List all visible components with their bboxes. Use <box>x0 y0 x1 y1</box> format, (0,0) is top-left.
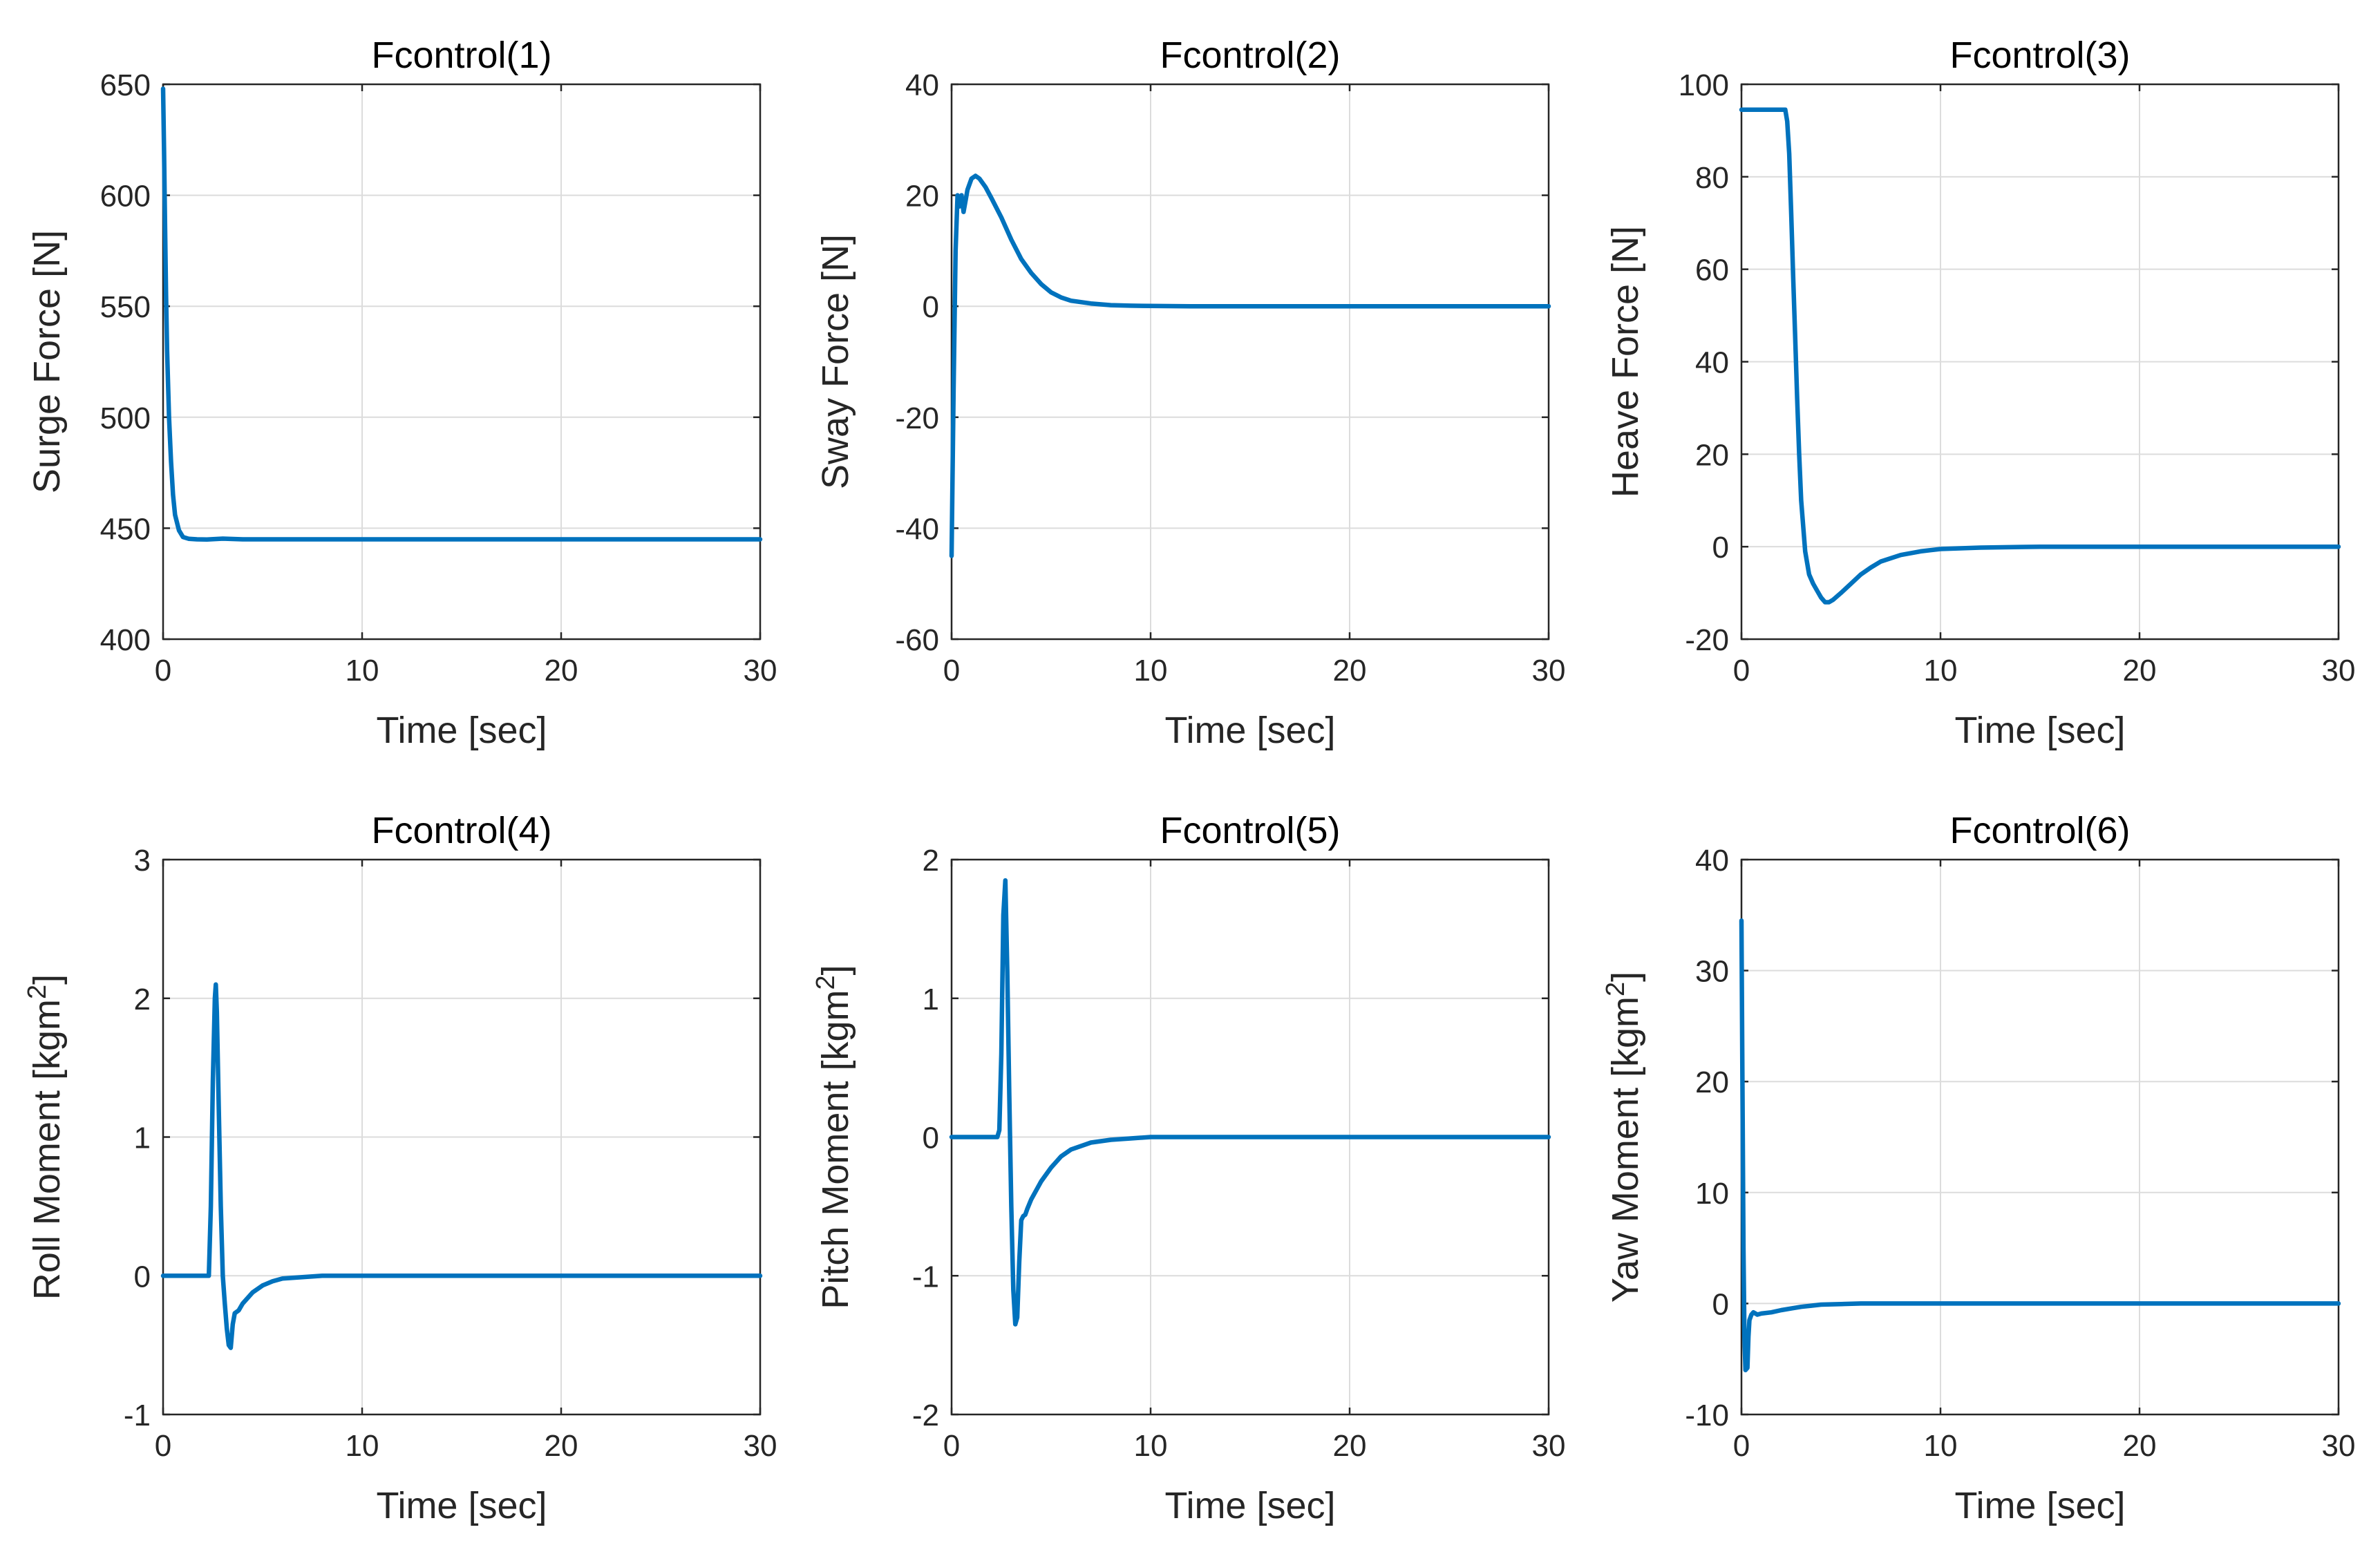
y-tick-label: 0 <box>1712 1287 1729 1321</box>
y-tick-label: 2 <box>134 983 151 1016</box>
y-tick-label: 40 <box>1695 346 1729 380</box>
y-tick-label: 1 <box>134 1121 151 1155</box>
axes-box <box>1740 858 2340 1416</box>
axes-box <box>162 83 762 641</box>
x-tick-label: 10 <box>1924 654 1958 688</box>
x-axis-label: Time [sec] <box>1954 710 2125 751</box>
plot-title: Fcontrol(6) <box>1949 810 2130 851</box>
x-tick-label: 0 <box>155 1429 171 1463</box>
y-tick-label: 500 <box>100 401 151 435</box>
subplot-5: 0 10 20 30 -2 -1 0 1 2 Fcontrol(5) Time [sec] Pitch… <box>811 810 1565 1526</box>
plot-title: Fcontrol(4) <box>371 810 551 851</box>
plot-title: Fcontrol(2) <box>1160 35 1340 76</box>
y-axis-label: Sway Force [N] <box>815 234 856 489</box>
x-tick-label: 20 <box>2123 1429 2157 1463</box>
y-tick-label: -20 <box>895 401 939 435</box>
y-tick-label: -20 <box>1685 623 1729 657</box>
x-tick-label: 30 <box>2322 654 2356 688</box>
plot-title: Fcontrol(1) <box>371 35 551 76</box>
x-axis-label: Time [sec] <box>376 1485 547 1526</box>
x-tick-label: 10 <box>1924 1429 1958 1463</box>
y-tick-label: 550 <box>100 290 151 324</box>
y-tick-label: 650 <box>100 68 151 102</box>
x-tick-label: 30 <box>1532 654 1566 688</box>
y-tick-label: 60 <box>1695 254 1729 287</box>
y-tick-label: 20 <box>905 180 939 214</box>
series-line <box>1739 918 2341 1373</box>
x-tick-label: 0 <box>1733 654 1750 688</box>
y-tick-label: 0 <box>134 1260 151 1294</box>
y-axis-label: Heave Force [N] <box>1605 226 1646 498</box>
series-line <box>949 173 1551 558</box>
x-tick-label: 20 <box>1333 654 1367 688</box>
subplot-2: 0 10 20 30 -60 -40 -20 0 20 40 Fcontrol(2) Time [se… <box>815 35 1565 751</box>
x-tick-label: 10 <box>346 654 379 688</box>
y-tick-label: 20 <box>1695 1066 1729 1099</box>
y-tick-label: 30 <box>1695 955 1729 989</box>
y-tick-label: 0 <box>923 1121 939 1155</box>
series-line <box>160 982 763 1350</box>
y-tick-label: 3 <box>134 844 151 878</box>
x-tick-label: 0 <box>1733 1429 1750 1463</box>
x-tick-label: 20 <box>1333 1429 1367 1463</box>
y-tick-label: 10 <box>1695 1177 1729 1211</box>
x-tick-label: 20 <box>545 1429 578 1463</box>
y-tick-label: -1 <box>912 1260 939 1294</box>
x-tick-label: 10 <box>1134 1429 1168 1463</box>
y-tick-label: 40 <box>905 68 939 102</box>
y-tick-label: 20 <box>1695 438 1729 472</box>
series-line <box>949 878 1551 1327</box>
y-tick-label: 100 <box>1679 68 1729 102</box>
x-tick-label: 30 <box>744 1429 777 1463</box>
plot-title: Fcontrol(5) <box>1160 810 1340 851</box>
y-tick-label: 1 <box>923 983 939 1016</box>
y-tick-label: 40 <box>1695 844 1729 878</box>
subplot-1: 0 10 20 30 400 450 500 550 600 650 Fcontrol(1) Time… <box>26 35 777 751</box>
y-tick-label: 80 <box>1695 161 1729 195</box>
axes-box <box>950 83 1550 641</box>
y-tick-label: -60 <box>895 623 939 657</box>
x-axis-label: Time [sec] <box>1164 1485 1335 1526</box>
series-line <box>1739 107 2341 605</box>
y-tick-label: 2 <box>923 844 939 878</box>
series-line <box>160 86 763 542</box>
y-tick-label: -1 <box>124 1399 151 1432</box>
y-axis-label: Roll Moment [kgm2] <box>23 974 68 1300</box>
x-tick-label: 10 <box>1134 654 1168 688</box>
y-tick-label: 0 <box>1712 531 1729 565</box>
y-tick-label: -40 <box>895 512 939 546</box>
x-tick-label: 20 <box>2123 654 2157 688</box>
x-tick-label: 10 <box>346 1429 379 1463</box>
x-tick-label: 0 <box>155 654 171 688</box>
x-axis-label: Time [sec] <box>1164 710 1335 751</box>
x-axis-label: Time [sec] <box>1954 1485 2125 1526</box>
y-axis-label: Pitch Moment [kgm2] <box>811 965 856 1309</box>
y-tick-label: -10 <box>1685 1399 1729 1432</box>
x-tick-label: 0 <box>943 654 960 688</box>
y-tick-label: 600 <box>100 180 151 214</box>
y-axis-label: Surge Force [N] <box>26 230 68 493</box>
x-tick-label: 30 <box>1532 1429 1566 1463</box>
x-tick-label: 30 <box>744 654 777 688</box>
y-tick-label: 450 <box>100 512 151 546</box>
plot-title: Fcontrol(3) <box>1949 35 2130 76</box>
x-axis-label: Time [sec] <box>376 710 547 751</box>
y-tick-label: -2 <box>912 1399 939 1432</box>
y-tick-label: 0 <box>923 290 939 324</box>
x-tick-label: 20 <box>545 654 578 688</box>
x-tick-label: 0 <box>943 1429 960 1463</box>
x-tick-label: 30 <box>2322 1429 2356 1463</box>
y-axis-label: Yaw Moment [kgm2] <box>1601 972 1646 1303</box>
y-tick-label: 400 <box>100 623 151 657</box>
